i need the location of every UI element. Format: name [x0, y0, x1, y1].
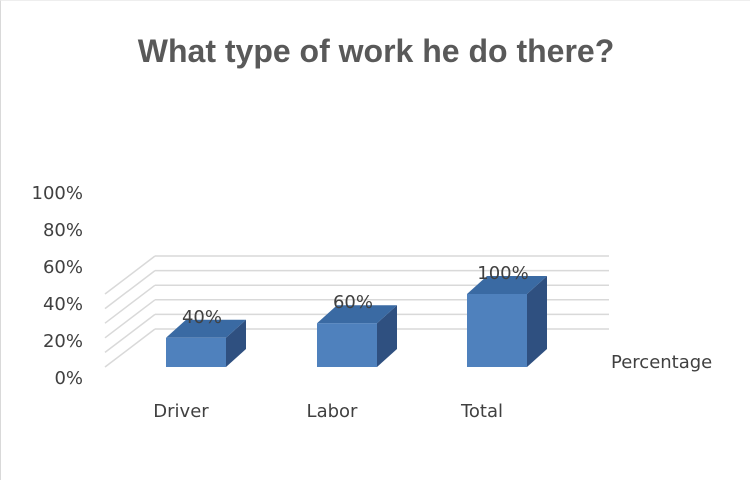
- y-tick-label: 80%: [43, 220, 83, 241]
- x-axis: Driver Labor Total: [153, 401, 503, 422]
- data-label: 40%: [182, 307, 222, 328]
- y-tick-label: 0%: [54, 368, 83, 389]
- x-tick-label: Driver: [153, 401, 209, 422]
- bar-front: [166, 337, 226, 367]
- x-tick-label: Labor: [307, 401, 358, 422]
- data-label: 100%: [477, 263, 528, 284]
- x-tick-label: Total: [460, 401, 503, 422]
- data-labels: 40% 60% 100%: [182, 263, 529, 328]
- gridline-wall: [104, 255, 156, 295]
- bar-top: [166, 319, 246, 338]
- y-tick-label: 40%: [43, 294, 83, 315]
- bar-front: [317, 323, 377, 367]
- gridline-wall: [104, 284, 156, 324]
- data-label: 60%: [333, 292, 373, 313]
- gridline-wall: [104, 328, 156, 368]
- bar-total: [467, 276, 547, 367]
- bar-top: [317, 305, 397, 324]
- bar-top: [467, 276, 547, 294]
- legend-entry: Percentage: [611, 352, 712, 373]
- bars: [166, 276, 547, 367]
- gridline-wall: [104, 299, 156, 339]
- y-tick-label: 100%: [32, 183, 83, 204]
- y-axis: 0% 20% 40% 60% 80% 100%: [32, 183, 83, 389]
- bar-side: [377, 305, 397, 367]
- bar-driver: [166, 319, 246, 367]
- y-tick-label: 20%: [43, 331, 83, 352]
- bar-front: [467, 294, 527, 367]
- bar-side: [226, 319, 246, 367]
- gridline-wall: [104, 270, 156, 310]
- bar-labor: [317, 305, 397, 367]
- bar-side: [527, 276, 547, 367]
- gridline-wall: [104, 313, 156, 353]
- y-tick-label: 60%: [43, 257, 83, 278]
- chart-title: What type of work he do there?: [137, 33, 615, 69]
